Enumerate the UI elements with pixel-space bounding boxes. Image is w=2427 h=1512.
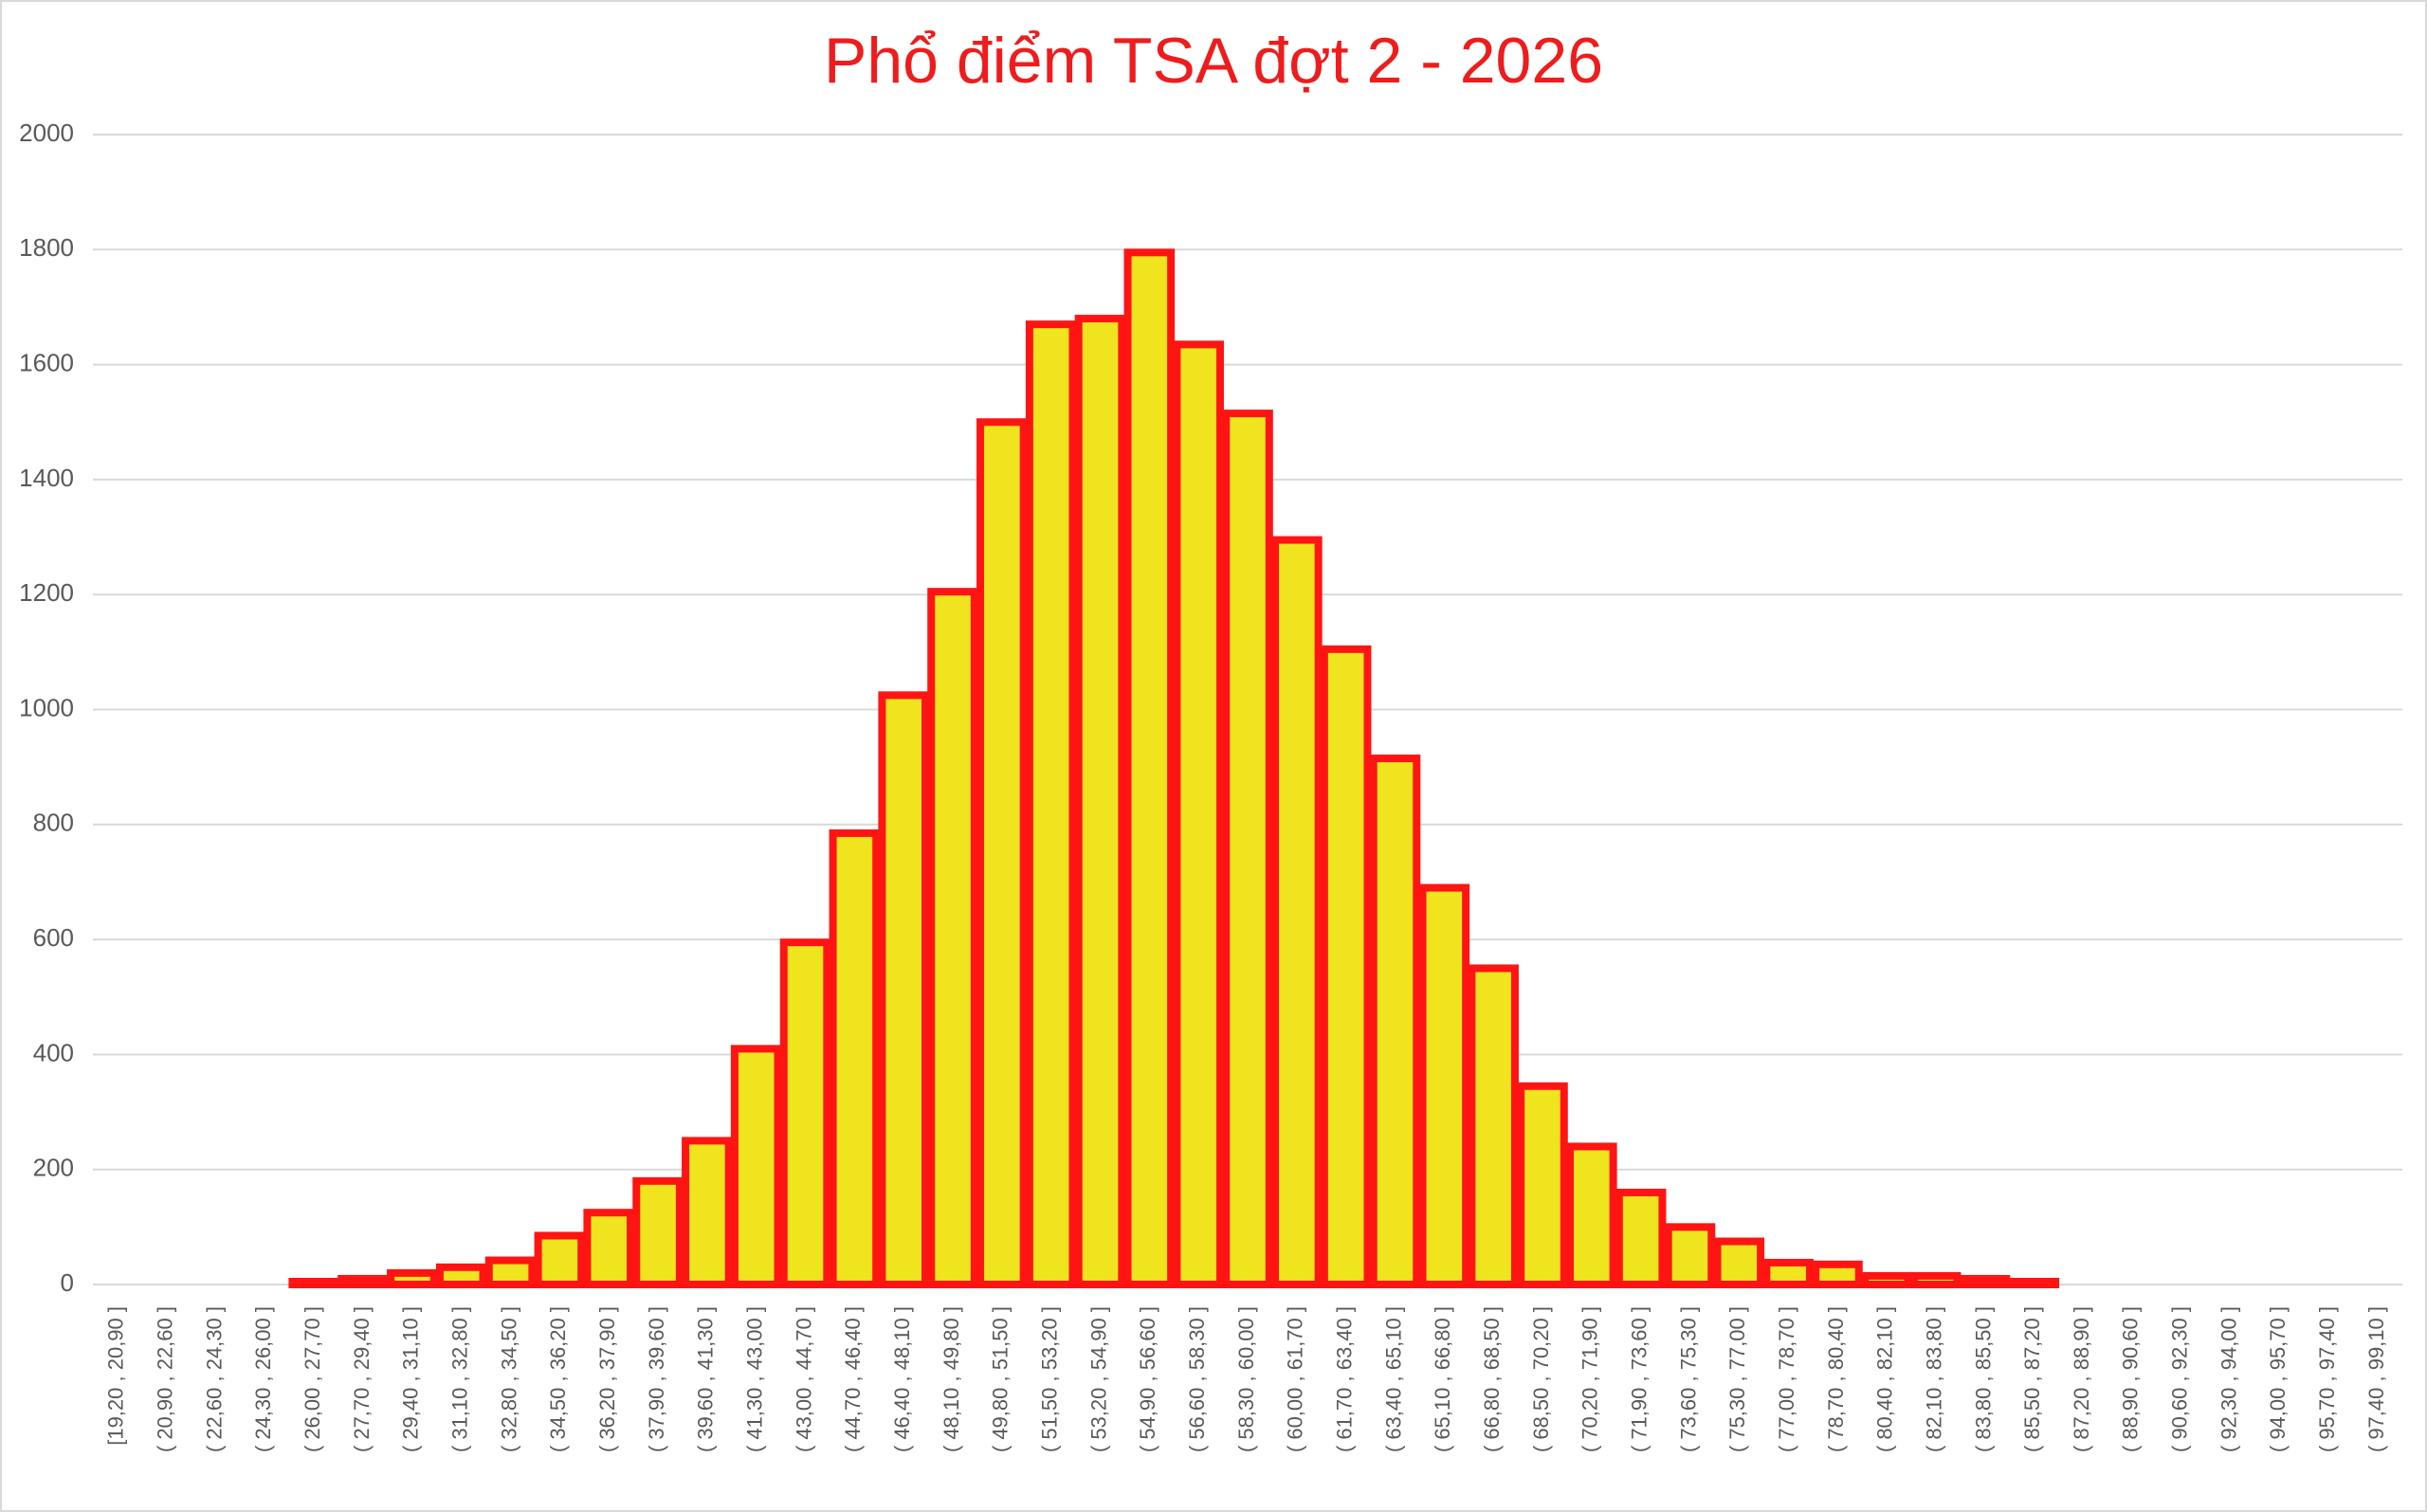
bar [1173, 340, 1224, 1288]
bar [878, 691, 929, 1288]
x-tick-label: ( 65,10 , 66,80 ] [1431, 1306, 1454, 1452]
bar [1566, 1142, 1617, 1288]
x-tick-label: ( 58,30 , 60,00 ] [1234, 1306, 1258, 1452]
bar [583, 1209, 635, 1288]
x-tick-label: ( 97,40 , 99,10 ] [2364, 1306, 2388, 1452]
x-tick-label: ( 20,90 , 22,60 ] [154, 1306, 177, 1452]
bar [829, 829, 881, 1289]
x-tick-label: ( 29,40 , 31,10 ] [399, 1306, 423, 1452]
x-tick-label: ( 71,90 , 73,60 ] [1627, 1306, 1651, 1452]
chart-title: Phổ điểm TSA đợt 2 - 2026 [824, 25, 1603, 97]
x-tick-label: ( 27,70 , 29,40 ] [350, 1306, 374, 1452]
x-tick-label: ( 87,20 , 88,90 ] [2070, 1306, 2093, 1452]
x-tick-label: ( 75,30 , 77,00 ] [1725, 1306, 1749, 1452]
y-tick-label: 1600 [19, 348, 74, 376]
y-tick-label: 200 [33, 1154, 74, 1182]
y-tick-label: 600 [33, 923, 74, 952]
x-tick-label: ( 73,60 , 75,30 ] [1676, 1306, 1700, 1452]
x-tick-label: ( 60,00 , 61,70 ] [1284, 1306, 1307, 1452]
x-tick-label: ( 78,70 , 80,40 ] [1824, 1306, 1848, 1452]
bar [1074, 315, 1126, 1288]
bar [435, 1263, 487, 1289]
x-tick-label: ( 94,00 , 95,70 ] [2266, 1306, 2290, 1452]
x-tick-label: ( 39,60 , 41,30 ] [694, 1306, 718, 1452]
bar [632, 1176, 684, 1288]
x-tick-label: ( 24,30 , 26,00 ] [251, 1306, 275, 1452]
x-tick-label: ( 61,70 , 63,40 ] [1332, 1306, 1356, 1452]
x-tick-label: [19,20 , 20,90 ] [104, 1306, 128, 1446]
bar [1909, 1271, 1962, 1288]
y-tick-label: 1400 [19, 464, 74, 492]
x-tick-label: ( 95,70 , 97,40 ] [2315, 1306, 2339, 1452]
bar [1271, 536, 1323, 1288]
bar [976, 418, 1028, 1288]
x-tick-label: ( 36,20 , 37,90 ] [595, 1306, 619, 1452]
x-tick-label: ( 43,00 , 44,70 ] [792, 1306, 815, 1452]
bar [2008, 1277, 2060, 1289]
bar [387, 1268, 438, 1288]
bar [534, 1231, 586, 1289]
x-tick-label: ( 22,60 , 24,30 ] [202, 1306, 226, 1452]
y-tick-label: 1000 [19, 693, 74, 721]
bar [1468, 964, 1519, 1288]
y-tick-label: 800 [33, 809, 74, 837]
x-tick-label: ( 82,10 , 83,80 ] [1922, 1306, 1945, 1452]
bar [927, 588, 978, 1288]
bar [1222, 410, 1273, 1288]
x-tick-label: ( 77,00 , 78,70 ] [1775, 1306, 1798, 1452]
bar [1860, 1271, 1912, 1288]
y-tick-label: 2000 [19, 118, 74, 147]
x-tick-label: ( 44,70 , 46,40 ] [841, 1306, 865, 1452]
x-tick-label: ( 88,90 , 90,60 ] [2119, 1306, 2143, 1452]
bar [1517, 1082, 1568, 1288]
x-tick-label: ( 53,20 , 54,90 ] [1086, 1306, 1110, 1452]
x-tick-label: ( 26,00 , 27,70 ] [301, 1306, 324, 1452]
bar [730, 1045, 782, 1288]
bar [1369, 755, 1421, 1288]
bar [1664, 1223, 1716, 1288]
bar [338, 1274, 389, 1289]
x-tick-label: ( 34,50 , 36,20 ] [546, 1306, 570, 1452]
x-tick-label: ( 46,40 , 48,10 ] [890, 1306, 914, 1452]
bar [682, 1137, 733, 1288]
x-tick-label: ( 80,40 , 82,10 ] [1873, 1306, 1897, 1452]
x-tick-label: ( 66,80 , 68,50 ] [1480, 1306, 1504, 1452]
bar [1615, 1188, 1667, 1288]
bar [288, 1277, 340, 1289]
bar [1762, 1258, 1814, 1289]
x-tick-label: ( 31,10 , 32,80 ] [448, 1306, 472, 1452]
bar [1123, 248, 1176, 1288]
bar [1959, 1274, 2011, 1289]
x-tick-label: ( 85,50 , 87,20 ] [2020, 1306, 2044, 1452]
y-tick-label: 0 [61, 1268, 74, 1297]
x-tick-label: ( 41,30 , 43,00 ] [743, 1306, 767, 1452]
x-tick-label: ( 32,80 , 34,50 ] [497, 1306, 520, 1452]
x-tick-label: ( 83,80 , 85,50 ] [1971, 1306, 1995, 1452]
bar [1320, 645, 1372, 1288]
y-tick-label: 400 [33, 1038, 74, 1066]
x-tick-label: ( 49,80 , 51,50 ] [989, 1306, 1013, 1452]
x-tick-label: ( 70,20 , 71,90 ] [1578, 1306, 1602, 1452]
x-tick-label: ( 37,90 , 39,60 ] [645, 1306, 668, 1452]
x-tick-label: ( 54,90 , 56,60 ] [1136, 1306, 1159, 1452]
x-tick-label: ( 63,40 , 65,10 ] [1381, 1306, 1405, 1452]
x-tick-label: ( 90,60 , 92,30 ] [2168, 1306, 2192, 1452]
x-tick-label: ( 48,10 , 49,80 ] [940, 1306, 963, 1452]
bar [484, 1256, 537, 1288]
bar [1418, 884, 1470, 1288]
x-tick-label: ( 56,60 , 58,30 ] [1185, 1306, 1209, 1452]
y-tick-label: 1800 [19, 233, 74, 262]
bar [1713, 1237, 1765, 1288]
x-tick-label: ( 68,50 , 70,20 ] [1529, 1306, 1553, 1452]
bar [1812, 1260, 1863, 1288]
x-tick-label: ( 92,30 , 94,00 ] [2217, 1306, 2240, 1452]
bar [779, 938, 831, 1288]
y-tick-label: 1200 [19, 578, 74, 607]
bar [1025, 320, 1077, 1288]
x-tick-label: ( 51,50 , 53,20 ] [1037, 1306, 1061, 1452]
